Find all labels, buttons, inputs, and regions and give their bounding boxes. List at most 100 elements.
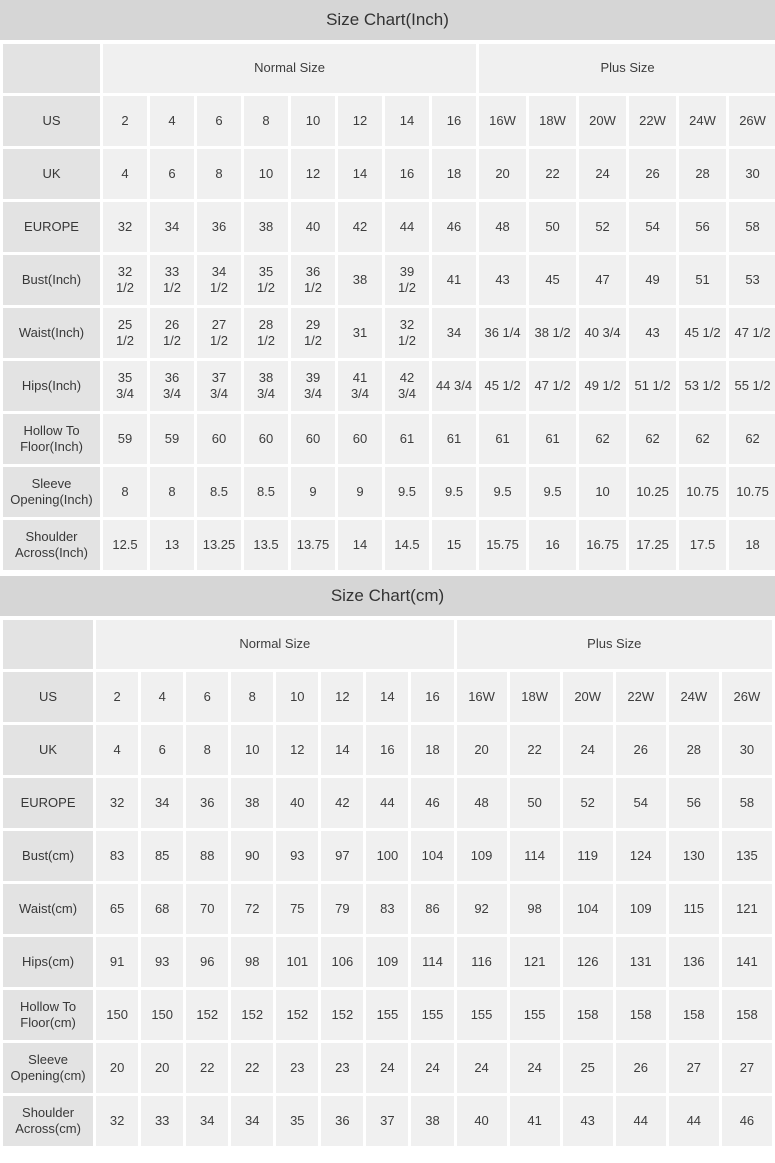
- row-label: UK: [3, 725, 94, 775]
- group-header-row: Normal Size Plus Size: [3, 620, 772, 669]
- row-label: Hips(cm): [3, 937, 94, 987]
- size-cell: 26: [629, 149, 677, 199]
- table-row: US 2 4 6 8 10 12 14 16 16W 18W 20W 22W 24W 26W: [3, 96, 775, 146]
- size-cell: 38 3/4: [244, 361, 288, 411]
- size-cell: 6: [141, 725, 184, 775]
- table-row: Hollow To Floor(cm) 150 150 152 152 152 152 155…: [3, 990, 772, 1040]
- size-cell: 45 1/2: [479, 361, 527, 411]
- size-cell: 10: [276, 672, 319, 722]
- size-cell: 24W: [679, 96, 727, 146]
- size-cell: 101: [276, 937, 319, 987]
- size-cell: 16W: [479, 96, 527, 146]
- size-cell: 61: [479, 414, 527, 464]
- size-cell: 22: [186, 1043, 229, 1093]
- size-cell: 62: [729, 414, 775, 464]
- size-cell: 32: [96, 778, 139, 828]
- size-cell: 131: [615, 937, 666, 987]
- size-cell: 93: [141, 937, 184, 987]
- size-cell: 158: [721, 990, 772, 1040]
- size-cell: 8: [186, 725, 229, 775]
- size-cell: 20W: [562, 672, 613, 722]
- size-cell: 52: [579, 202, 627, 252]
- size-cell: 150: [96, 990, 139, 1040]
- size-cell: 34: [141, 778, 184, 828]
- size-chart-cm-table: Normal Size Plus Size US 2 4 6 8 10 12 14 16 16W 1…: [0, 617, 775, 1149]
- table-row: Waist(Inch) 25 1/2 26 1/2 27 1/2 28 1/2 29 1/…: [3, 308, 775, 358]
- size-cell: 8.5: [197, 467, 241, 517]
- size-cell: 60: [291, 414, 335, 464]
- size-cell: 155: [456, 990, 507, 1040]
- row-label: Sleeve Opening(cm): [3, 1043, 94, 1093]
- size-cell: 96: [186, 937, 229, 987]
- size-cell: 70: [186, 884, 229, 934]
- size-cell: 36 1/4: [479, 308, 527, 358]
- size-cell: 14: [338, 520, 382, 570]
- size-cell: 38: [411, 1096, 454, 1146]
- size-cell: 114: [411, 937, 454, 987]
- size-cell: 49: [629, 255, 677, 305]
- size-cell: 33: [141, 1096, 184, 1146]
- size-cell: 9.5: [385, 467, 429, 517]
- size-cell: 30: [729, 149, 775, 199]
- size-cell: 20: [456, 725, 507, 775]
- size-cell: 15: [432, 520, 477, 570]
- row-label: Waist(Inch): [3, 308, 100, 358]
- size-cell: 35: [276, 1096, 319, 1146]
- row-label: US: [3, 672, 94, 722]
- size-cell: 26W: [729, 96, 775, 146]
- size-cell: 60: [244, 414, 288, 464]
- size-cell: 16W: [456, 672, 507, 722]
- row-label: Hollow To Floor(Inch): [3, 414, 100, 464]
- size-cell: 44 3/4: [432, 361, 477, 411]
- size-cell: 47 1/2: [729, 308, 775, 358]
- size-cell: 35 3/4: [103, 361, 147, 411]
- size-cell: 158: [615, 990, 666, 1040]
- size-cell: 93: [276, 831, 319, 881]
- size-cell: 61: [529, 414, 577, 464]
- size-cell: 45 1/2: [679, 308, 727, 358]
- size-cell: 34: [186, 1096, 229, 1146]
- size-cell: 83: [96, 831, 139, 881]
- size-chart-inch-title: Size Chart(Inch): [0, 0, 775, 40]
- size-cell: 26 1/2: [150, 308, 194, 358]
- size-cell: 61: [385, 414, 429, 464]
- size-cell: 32 1/2: [385, 308, 429, 358]
- size-cell: 65: [96, 884, 139, 934]
- size-cell: 56: [679, 202, 727, 252]
- size-cell: 51: [679, 255, 727, 305]
- size-cell: 8: [150, 467, 194, 517]
- size-cell: 27: [668, 1043, 719, 1093]
- row-label: Shoulder Across(Inch): [3, 520, 100, 570]
- group-header-row: Normal Size Plus Size: [3, 44, 775, 93]
- size-cell: 2: [96, 672, 139, 722]
- size-cell: 12: [291, 149, 335, 199]
- size-cell: 39 1/2: [385, 255, 429, 305]
- size-cell: 16: [432, 96, 477, 146]
- size-chart-inch-table: Normal Size Plus Size US 2 4 6 8 10 12 14 16 16W 1…: [0, 41, 775, 573]
- size-cell: 2: [103, 96, 147, 146]
- size-cell: 62: [579, 414, 627, 464]
- size-cell: 45: [529, 255, 577, 305]
- size-cell: 10: [244, 149, 288, 199]
- size-cell: 16: [529, 520, 577, 570]
- size-cell: 152: [321, 990, 364, 1040]
- row-label: Bust(Inch): [3, 255, 100, 305]
- size-cell: 58: [729, 202, 775, 252]
- size-cell: 98: [231, 937, 274, 987]
- size-cell: 48: [479, 202, 527, 252]
- size-cell: 100: [366, 831, 409, 881]
- size-chart-cm-title: Size Chart(cm): [0, 576, 775, 616]
- size-cell: 18W: [529, 96, 577, 146]
- size-cell: 23: [276, 1043, 319, 1093]
- size-cell: 91: [96, 937, 139, 987]
- size-cell: 27: [721, 1043, 772, 1093]
- size-cell: 44: [366, 778, 409, 828]
- size-chart-inch-section: Size Chart(Inch) Normal Size Plus Size U…: [0, 0, 775, 573]
- table-row: Bust(cm) 83 85 88 90 93 97 100 104 109 114 119 124 13…: [3, 831, 772, 881]
- size-cell: 54: [615, 778, 666, 828]
- size-cell: 92: [456, 884, 507, 934]
- size-cell: 24: [509, 1043, 560, 1093]
- size-cell: 155: [366, 990, 409, 1040]
- size-cell: 18: [432, 149, 477, 199]
